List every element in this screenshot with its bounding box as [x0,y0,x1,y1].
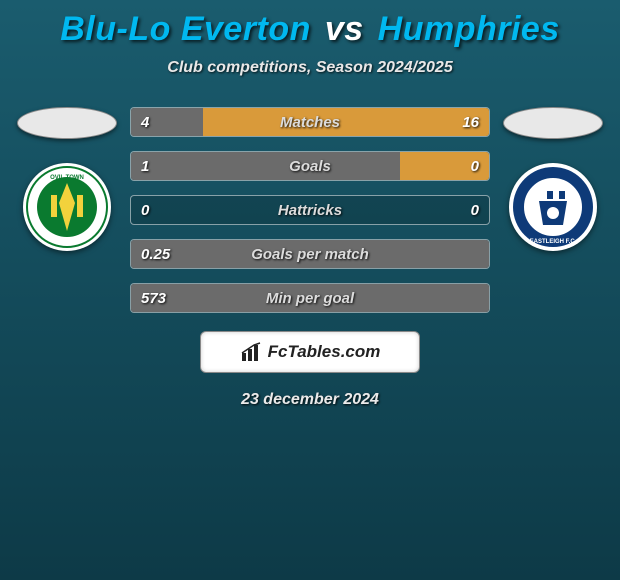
club-right-badge: EASTLEIGH F.C. [509,163,597,251]
bar-chart-icon [240,341,262,363]
subtitle: Club competitions, Season 2024/2025 [0,59,620,77]
stat-label: Matches [131,114,489,131]
player-left-column: OVIL TOWN [12,107,122,251]
footer: FcTables.com 23 december 2024 [0,331,620,409]
player-left-avatar [17,107,117,139]
stats-column: 4 Matches 16 1 Goals 0 0 Hattricks 0 [130,107,490,313]
date-text: 23 december 2024 [241,391,379,409]
stat-label: Hattricks [131,202,489,219]
player-right-avatar [503,107,603,139]
club-right-crest-icon: EASTLEIGH F.C. [511,165,595,249]
stat-right-value: 0 [471,202,479,219]
stat-row-matches: 4 Matches 16 [130,107,490,137]
svg-text:OVIL TOWN: OVIL TOWN [50,175,84,181]
stat-right-value: 16 [462,114,479,131]
vs-text: vs [325,10,364,48]
page-title: Blu-Lo Everton vs Humphries [0,10,620,49]
player2-name: Humphries [378,10,560,48]
player1-name: Blu-Lo Everton [60,10,311,48]
brand-text: FcTables.com [268,342,381,362]
player-right-column: EASTLEIGH F.C. [498,107,608,251]
stat-label: Goals [131,158,489,175]
club-left-crest-icon: OVIL TOWN [25,165,109,249]
stat-row-goals: 1 Goals 0 [130,151,490,181]
stat-right-value: 0 [471,158,479,175]
comparison-widget: Blu-Lo Everton vs Humphries Club competi… [0,0,620,409]
stat-row-goals-per-match: 0.25 Goals per match [130,239,490,269]
brand-link[interactable]: FcTables.com [200,331,420,373]
club-left-badge: OVIL TOWN [23,163,111,251]
stat-row-min-per-goal: 573 Min per goal [130,283,490,313]
main-row: OVIL TOWN 4 Matches 16 1 Goals 0 [0,107,620,313]
stat-label: Min per goal [131,290,489,307]
stat-label: Goals per match [131,246,489,263]
stat-row-hattricks: 0 Hattricks 0 [130,195,490,225]
svg-text:EASTLEIGH F.C.: EASTLEIGH F.C. [530,239,577,245]
